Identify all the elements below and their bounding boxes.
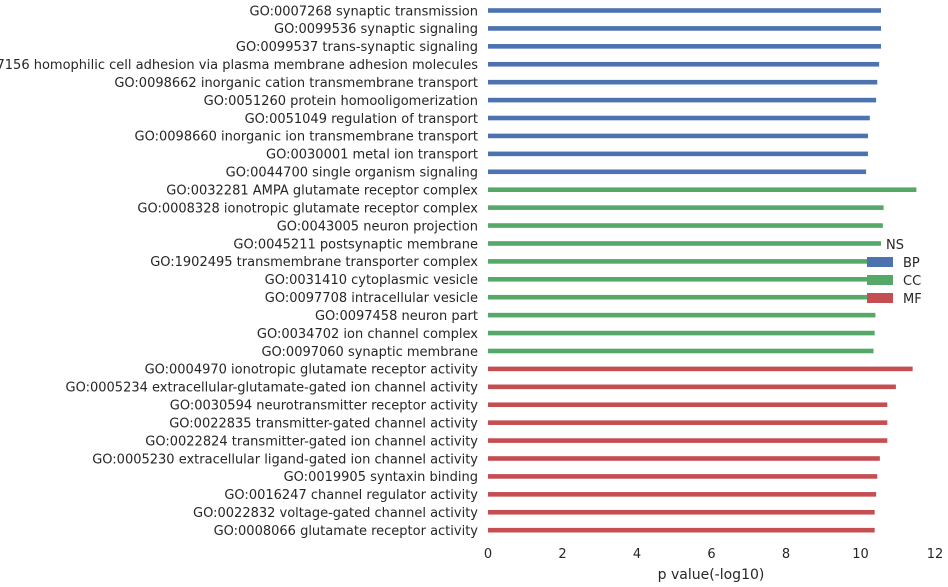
category-label-9: GO:0030001 metal ion transport [266,148,478,163]
bar-22 [488,384,896,390]
category-label-18: GO:0097458 neuron part [315,309,478,324]
category-label-19: GO:0034702 ion channel complex [257,327,478,342]
x-ticks-layer: 0 2 4 6 8 10 12 [484,547,943,562]
category-labels-layer: GO:0007268 synaptic transmission GO:00995… [0,4,478,539]
category-label-1: GO:0007268 synaptic transmission [250,4,478,19]
bar-13 [488,223,883,228]
bar-8 [488,133,868,139]
bar-12 [488,205,884,210]
x-axis-label: p value(-log10) [658,567,765,583]
bar-5 [488,79,878,85]
legend-swatch-mf [867,293,893,303]
bar-24 [488,420,888,425]
bar-20 [488,348,874,354]
category-label-26: GO:0005230 extracellular ligand-gated io… [92,452,478,467]
bar-14 [488,241,881,246]
bar-21 [488,366,913,372]
category-label-4: GO:0007156 homophilic cell adhesion via … [0,58,478,73]
category-label-10: GO:0044700 single organism signaling [226,166,478,181]
category-label-8: GO:0098660 inorganic ion transmembrane t… [135,130,478,145]
category-label-22: GO:0005234 extracellular-glutamate-gated… [66,381,479,396]
category-label-30: GO:0008066 glutamate receptor activity [214,524,479,539]
legend-label-bp: BP [903,256,920,271]
bar-28 [488,492,877,497]
category-label-20: GO:0097060 synaptic membrane [261,345,478,360]
bar-3 [488,44,881,49]
bar-30 [488,527,875,533]
x-tick-label-12: 12 [927,547,944,562]
bar-15 [488,259,878,264]
category-label-15: GO:1902495 transmembrane transporter com… [150,255,478,270]
category-label-6: GO:0051260 protein homooligomerization [204,94,478,109]
category-label-13: GO:0043005 neuron projection [277,219,478,234]
category-label-2: GO:0099536 synaptic signaling [274,22,478,37]
category-label-16: GO:0031410 cytoplasmic vesicle [265,273,478,288]
bar-16 [488,277,877,282]
x-tick-label-6: 6 [707,547,715,562]
legend-swatch-cc [867,275,893,285]
bar-26 [488,456,880,461]
category-label-3: GO:0099537 trans-synaptic signaling [236,40,478,55]
legend-title: NS [886,238,904,253]
category-label-14: GO:0045211 postsynaptic membrane [233,237,478,252]
category-label-5: GO:0098662 inorganic cation transmembran… [114,76,478,91]
category-label-23: GO:0030594 neurotransmitter receptor act… [170,399,479,414]
x-tick-label-0: 0 [484,547,492,562]
bar-18 [488,312,876,318]
legend-label-mf: MF [903,292,922,307]
category-label-25: GO:0022824 transmitter-gated ion channel… [145,434,478,449]
category-label-12: GO:0008328 ionotropic glutamate receptor… [137,201,478,216]
legend: NS BP CC MF [867,238,922,307]
bar-9 [488,151,868,157]
bar-11 [488,187,917,192]
category-label-27: GO:0019905 syntaxin binding [284,470,478,485]
bar-17 [488,294,877,300]
category-label-24: GO:0022835 transmitter-gated channel act… [169,416,478,431]
x-tick-label-4: 4 [633,547,641,562]
x-tick-label-8: 8 [782,547,790,562]
bar-1 [488,8,881,13]
bar-6 [488,97,877,103]
bar-10 [488,169,867,175]
bar-4 [488,61,880,67]
category-label-21: GO:0004970 ionotropic glutamate receptor… [145,363,479,378]
category-label-7: GO:0051049 regulation of transport [245,112,478,127]
legend-label-cc: CC [903,274,921,289]
bar-25 [488,438,888,443]
bars-layer [488,8,917,533]
bar-29 [488,509,875,515]
bar-2 [488,26,881,31]
bar-23 [488,402,888,408]
bar-19 [488,330,875,336]
bar-7 [488,115,870,121]
bar-27 [488,474,878,479]
legend-swatch-bp [867,257,893,267]
category-label-28: GO:0016247 channel regulator activity [224,488,478,503]
x-tick-label-10: 10 [852,547,869,562]
category-label-11: GO:0032281 AMPA glutamate receptor compl… [166,184,478,199]
category-label-29: GO:0022832 voltage-gated channel activit… [193,506,478,521]
category-label-17: GO:0097708 intracellular vesicle [265,291,478,306]
x-tick-label-2: 2 [558,547,566,562]
